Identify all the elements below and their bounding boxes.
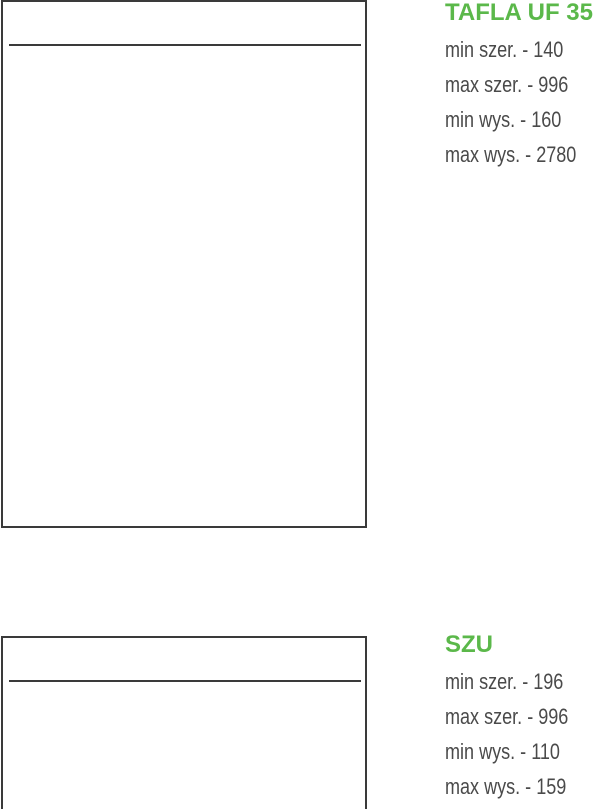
tafla-uf35-max-height: max wys. - 2780	[445, 142, 577, 167]
tafla-uf35-spec-list: min szer. - 140 max szer. - 996 min wys.…	[445, 32, 600, 172]
tafla-uf35-title: TAFLA UF 35	[445, 0, 593, 26]
tafla-uf35-min-width: min szer. - 140	[445, 37, 564, 62]
szu-max-height: max wys. - 159	[445, 774, 567, 799]
szu-panel-drawing	[1, 636, 367, 809]
tafla-uf35-max-width: max szer. - 996	[445, 72, 569, 97]
szu-spec-block: SZU min szer. - 196 max szer. - 996 min …	[445, 632, 595, 804]
tafla-uf35-spec-block: TAFLA UF 35 min szer. - 140 max szer. - …	[445, 0, 600, 172]
tafla-uf35-panel-drawing	[1, 0, 367, 528]
tafla-uf35-min-height: min wys. - 160	[445, 107, 562, 132]
szu-spec-list: min szer. - 196 max szer. - 996 min wys.…	[445, 664, 595, 804]
szu-min-height: min wys. - 110	[445, 739, 560, 764]
szu-min-width: min szer. - 196	[445, 669, 564, 694]
tafla-uf35-panel-divider	[9, 44, 361, 46]
szu-max-width: max szer. - 996	[445, 704, 569, 729]
szu-panel-divider	[9, 680, 361, 682]
szu-title: SZU	[445, 631, 493, 658]
